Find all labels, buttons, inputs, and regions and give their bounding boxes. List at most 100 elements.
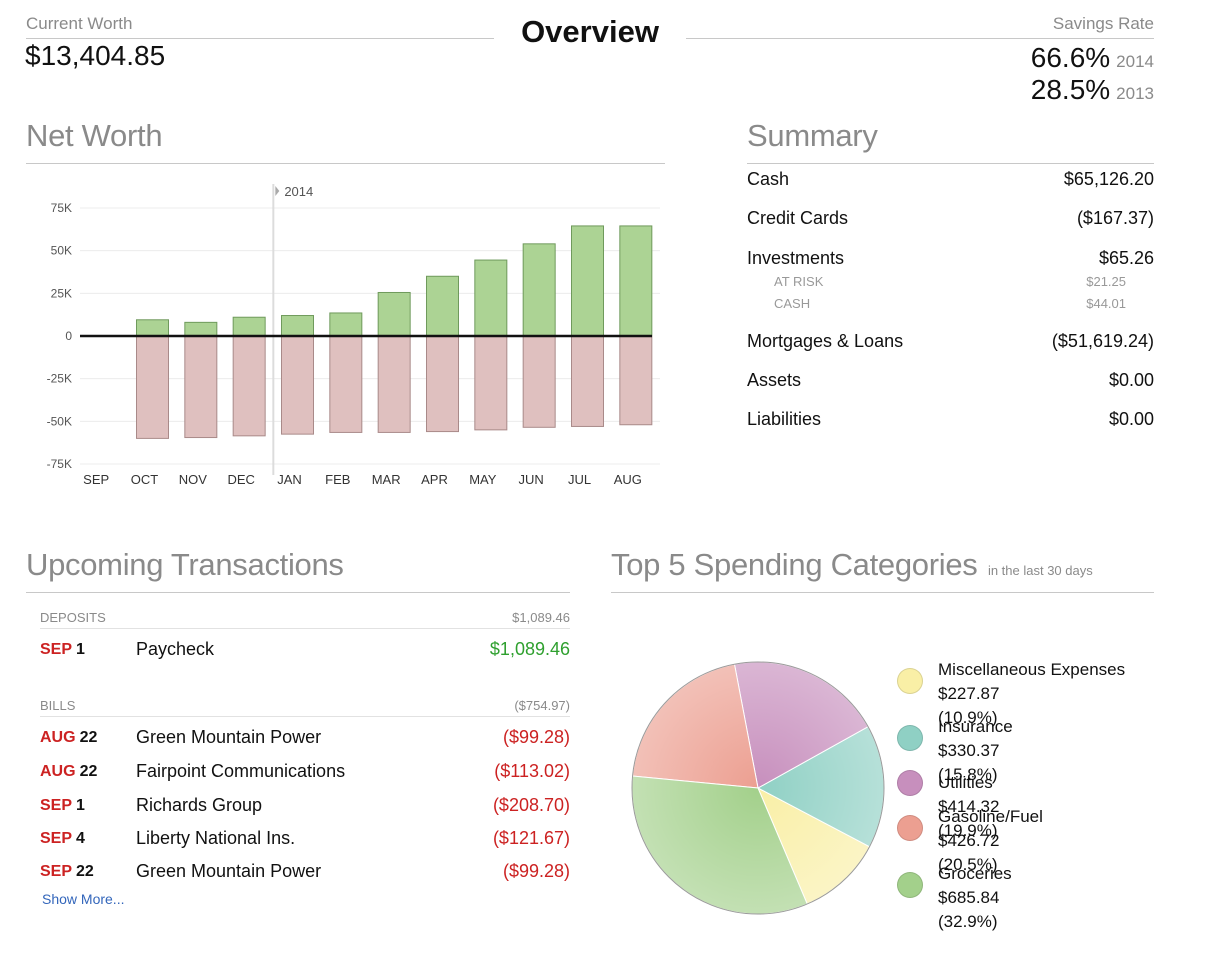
summary-title: Summary bbox=[747, 118, 878, 153]
x-tick-label: FEB bbox=[325, 472, 350, 487]
deposits-rule bbox=[40, 628, 570, 629]
asset-bar bbox=[377, 291, 411, 337]
legend-amount: $685.84 bbox=[938, 888, 1000, 907]
summary-label: Credit Cards bbox=[747, 208, 849, 228]
current-worth-label: Current Worth bbox=[26, 14, 133, 33]
year-marker-icon bbox=[275, 186, 280, 196]
transaction-date: AUG 22 bbox=[40, 763, 98, 780]
transaction-description: Paycheck bbox=[136, 639, 215, 659]
legend-amount: $227.87 bbox=[938, 684, 1000, 703]
transaction-amount: ($208.70) bbox=[492, 795, 570, 815]
asset-bar bbox=[184, 321, 218, 337]
asset-bar bbox=[571, 225, 604, 337]
liability-bar bbox=[619, 335, 653, 426]
bills-total: ($754.97) bbox=[514, 698, 570, 713]
savings-rate-row: 66.6% 2014 bbox=[1031, 42, 1154, 74]
transaction-description: Fairpoint Communications bbox=[136, 761, 346, 781]
legend-amount: $330.37 bbox=[938, 741, 1000, 760]
upcoming-rule bbox=[26, 592, 570, 593]
spending-heading: Top 5 Spending Categories in the last 30… bbox=[611, 547, 1093, 583]
page-title: Overview bbox=[521, 14, 659, 49]
summary-value: $0.00 bbox=[1108, 409, 1154, 429]
transaction-date: SEP 4 bbox=[40, 830, 85, 847]
legend-name: Miscellaneous Expenses bbox=[938, 660, 1126, 679]
legend-pct: (19.9%) bbox=[938, 821, 998, 840]
deposits-label: DEPOSITS bbox=[40, 610, 106, 625]
summary-sub-label: CASH bbox=[774, 296, 811, 311]
asset-bar bbox=[522, 243, 556, 337]
transaction-amount: ($113.02) bbox=[494, 761, 570, 781]
legend-swatch-gasoline bbox=[897, 815, 923, 841]
legend-pct: (20.5%) bbox=[938, 855, 998, 874]
liability-bar bbox=[426, 335, 459, 433]
upcoming-title: Upcoming Transactions bbox=[26, 547, 344, 582]
summary-label: Investments bbox=[747, 248, 845, 268]
y-tick-label: -75K bbox=[47, 457, 72, 471]
net-worth-rule bbox=[26, 163, 665, 164]
legend-swatch-insurance bbox=[897, 725, 923, 751]
y-tick-label: 0 bbox=[65, 329, 72, 343]
show-more-link[interactable]: Show More... bbox=[42, 891, 125, 907]
savings-rate-percent: 28.5% bbox=[1030, 74, 1111, 105]
savings-rate-row: 28.5% 2013 bbox=[1031, 74, 1154, 106]
spending-rule bbox=[611, 592, 1154, 593]
x-tick-label: JUN bbox=[519, 472, 544, 487]
savings-rate-year: 2013 bbox=[1116, 84, 1154, 103]
y-tick-label: 50K bbox=[51, 244, 72, 258]
summary-label: Assets bbox=[747, 370, 802, 390]
x-tick-label: MAR bbox=[372, 472, 401, 487]
liability-bar bbox=[184, 335, 218, 439]
summary-rule bbox=[747, 163, 1154, 164]
x-tick-label: OCT bbox=[131, 472, 159, 487]
deposits-total: $1,089.46 bbox=[512, 610, 570, 625]
header-rule-right bbox=[686, 38, 1154, 39]
asset-bar bbox=[136, 319, 169, 337]
transaction-description: Richards Group bbox=[136, 795, 263, 815]
transaction-description: Green Mountain Power bbox=[136, 727, 322, 747]
summary-label: Mortgages & Loans bbox=[747, 331, 904, 351]
savings-rate-percent: 66.6% bbox=[1030, 42, 1111, 73]
y-tick-label: -25K bbox=[47, 372, 72, 386]
summary-sub-value: $44.01 bbox=[1086, 296, 1126, 311]
bills-rule bbox=[40, 716, 570, 717]
asset-bar bbox=[474, 259, 508, 337]
liability-bar bbox=[281, 335, 314, 435]
net-worth-chart: -75K -50K -25K 0 25K 50K 75K 2014 SEP OCT NOV DEC JA… bbox=[47, 184, 660, 487]
spending-pie-chart bbox=[631, 661, 885, 915]
header-rule-left bbox=[26, 38, 494, 39]
legend-name: Insurance bbox=[938, 717, 1013, 736]
x-tick-label: AUG bbox=[614, 472, 642, 487]
legend-pct: (32.9%) bbox=[938, 912, 998, 931]
liability-bar bbox=[232, 335, 266, 437]
liability-bar bbox=[474, 335, 508, 431]
bills-label: BILLS bbox=[40, 698, 76, 713]
y-tick-label: 75K bbox=[51, 201, 72, 215]
summary-value: ($51,619.24) bbox=[1051, 331, 1154, 351]
legend-amount: $426.72 bbox=[938, 831, 1000, 850]
transaction-description: Green Mountain Power bbox=[136, 861, 322, 881]
transaction-date: SEP 1 bbox=[40, 797, 85, 814]
asset-bar bbox=[232, 316, 266, 337]
y-tick-label: -50K bbox=[47, 414, 72, 428]
transaction-date: AUG 22 bbox=[40, 729, 98, 746]
transaction-amount: ($99.28) bbox=[502, 861, 570, 881]
transaction-amount: $1,089.46 bbox=[489, 639, 570, 659]
spending-subtitle: in the last 30 days bbox=[987, 563, 1093, 578]
current-worth-value: $13,404.85 bbox=[25, 40, 166, 71]
spending-title: Top 5 Spending Categories bbox=[611, 547, 978, 582]
legend-pct: (15.8%) bbox=[938, 765, 998, 784]
x-tick-label: DEC bbox=[227, 472, 254, 487]
deposits-header: DEPOSITS $1,089.46 bbox=[40, 610, 570, 625]
bills-header: BILLS ($754.97) bbox=[40, 698, 570, 713]
legend-name: Groceries bbox=[938, 864, 1012, 883]
summary-value: ($167.37) bbox=[1076, 208, 1154, 228]
legend-name: Gasoline/Fuel bbox=[938, 807, 1043, 826]
legend-pct: (10.9%) bbox=[938, 708, 998, 727]
savings-rate-year: 2014 bbox=[1116, 52, 1154, 71]
summary-label: Cash bbox=[747, 169, 790, 189]
legend-swatch-utilities bbox=[897, 770, 923, 796]
x-tick-label: NOV bbox=[179, 472, 208, 487]
x-tick-label: APR bbox=[421, 472, 448, 487]
asset-bar bbox=[619, 225, 653, 337]
transaction-date: SEP 22 bbox=[40, 863, 94, 880]
